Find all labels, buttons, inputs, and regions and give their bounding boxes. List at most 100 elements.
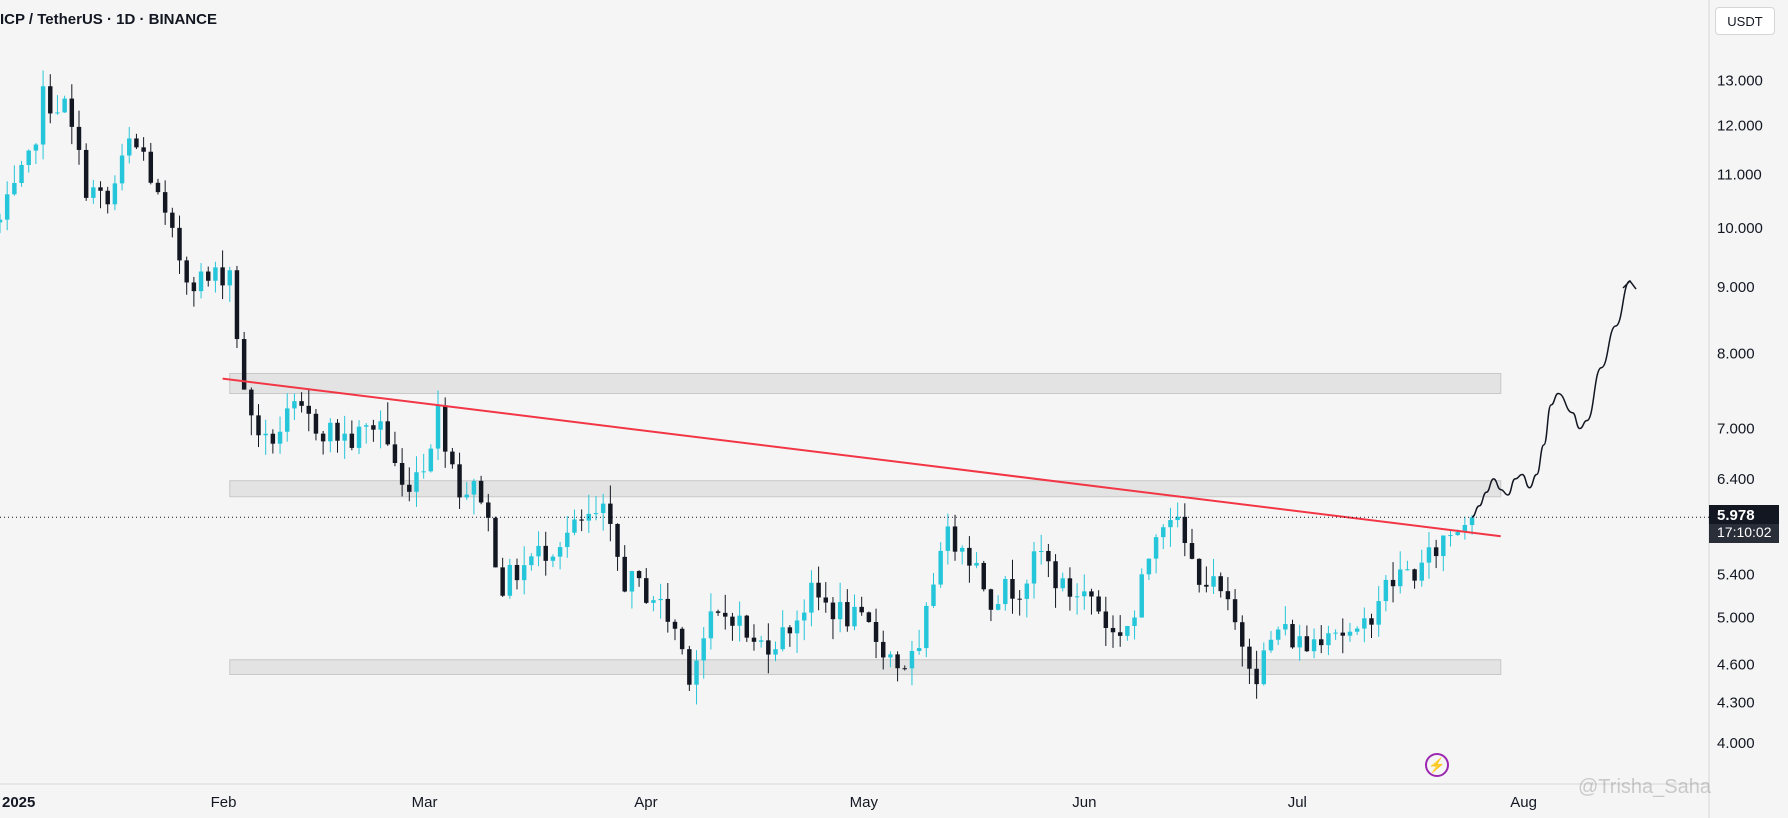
candle-body	[608, 503, 613, 524]
candle-body	[1031, 551, 1037, 584]
candle-body	[105, 190, 110, 205]
candle-body	[442, 405, 448, 452]
candle-body	[959, 547, 965, 552]
candle-body	[701, 638, 706, 661]
candle-body	[644, 578, 649, 603]
candle-body	[478, 480, 484, 503]
candle-body	[270, 433, 276, 444]
candle-body	[213, 267, 218, 281]
projection-arrowhead	[1622, 279, 1637, 290]
candle-body	[536, 545, 541, 557]
x-tick-label: Apr	[634, 794, 657, 811]
y-tick-label: 4.600	[1717, 657, 1755, 674]
candle-body	[177, 227, 182, 261]
candle-body	[1319, 639, 1324, 646]
candle-body	[407, 484, 412, 492]
y-tick-label: 5.000	[1717, 610, 1755, 627]
y-tick-label: 8.000	[1717, 345, 1755, 362]
candle-body	[909, 650, 915, 669]
candle-body	[1290, 624, 1295, 648]
candle-body	[119, 155, 125, 184]
candle-body	[866, 612, 872, 622]
candle-body	[1182, 516, 1188, 544]
candle-body	[421, 471, 426, 473]
candle-body	[708, 611, 714, 639]
candle-body	[1038, 550, 1044, 552]
candle-body	[1462, 525, 1468, 533]
candle-body	[924, 605, 929, 649]
candle-body	[299, 401, 304, 406]
candle-body	[1175, 516, 1180, 521]
candle-body	[134, 138, 139, 148]
y-tick-label: 6.400	[1717, 471, 1755, 488]
candle-body	[83, 149, 89, 198]
candle-body	[593, 513, 599, 515]
candle-body	[758, 640, 764, 642]
candle-body	[263, 433, 268, 436]
candle-body	[33, 144, 39, 151]
candle-body	[428, 448, 434, 472]
candle-body	[76, 126, 82, 150]
candle-body	[1196, 558, 1202, 585]
candle-body	[1067, 578, 1073, 597]
candle-body	[780, 627, 785, 650]
zone-rect	[229, 372, 1502, 395]
candle-body	[1218, 576, 1223, 592]
projection-path	[1471, 280, 1631, 518]
candle-body	[363, 425, 369, 427]
candle-body	[1211, 576, 1216, 587]
candle-body	[1455, 532, 1460, 536]
candle-body	[486, 502, 491, 518]
candle-body	[837, 602, 843, 620]
candle-body	[1096, 596, 1101, 612]
candle-body	[995, 604, 1001, 610]
y-tick-label: 7.000	[1717, 421, 1755, 438]
candle-body	[313, 413, 319, 434]
candle-body	[220, 267, 225, 286]
candle-body	[98, 187, 103, 191]
candle-body	[945, 526, 951, 551]
candle-body	[227, 270, 233, 286]
candle-body	[981, 562, 986, 590]
candle-body	[629, 571, 635, 592]
currency-button[interactable]: USDT	[1715, 7, 1775, 35]
candle-body	[55, 112, 60, 114]
candle-body	[414, 472, 419, 492]
x-tick-label: Feb	[211, 794, 237, 811]
candle-body	[1103, 611, 1109, 628]
candle-body	[802, 612, 807, 621]
lightning-icon[interactable]: ⚡	[1425, 753, 1449, 777]
candle-body	[816, 582, 821, 598]
candle-body	[26, 150, 31, 165]
trendline	[222, 377, 1501, 538]
candle-body	[636, 571, 642, 579]
candle-body	[1333, 632, 1338, 634]
y-tick-label: 9.000	[1717, 279, 1755, 296]
candle-body	[572, 519, 577, 533]
candle-body	[392, 444, 398, 463]
y-tick-label: 11.000	[1717, 166, 1762, 183]
candle-body	[809, 582, 814, 613]
candle-body	[1168, 520, 1173, 528]
candle-body	[1082, 591, 1087, 597]
candle-body	[751, 637, 757, 642]
chart-title: ICP / TetherUS · 1D · BINANCE	[0, 11, 217, 28]
candle-body	[1161, 527, 1166, 538]
candle-body	[672, 621, 678, 629]
candle-body	[40, 86, 46, 145]
candle-body	[794, 620, 800, 634]
candle-body	[1110, 627, 1116, 633]
y-tick-label: 5.400	[1717, 566, 1755, 583]
candle-body	[967, 547, 972, 566]
candle-body	[1261, 650, 1267, 685]
candle-body	[141, 147, 146, 152]
candle-body	[1376, 601, 1381, 625]
candle-body	[1383, 579, 1389, 602]
candle-body	[565, 532, 570, 548]
candle-body	[579, 519, 584, 521]
candle-body	[1053, 561, 1058, 589]
candle-body	[206, 271, 211, 281]
x-tick-label: Aug	[1510, 794, 1537, 811]
candle-body	[1347, 631, 1353, 636]
candle-body	[1204, 584, 1209, 587]
